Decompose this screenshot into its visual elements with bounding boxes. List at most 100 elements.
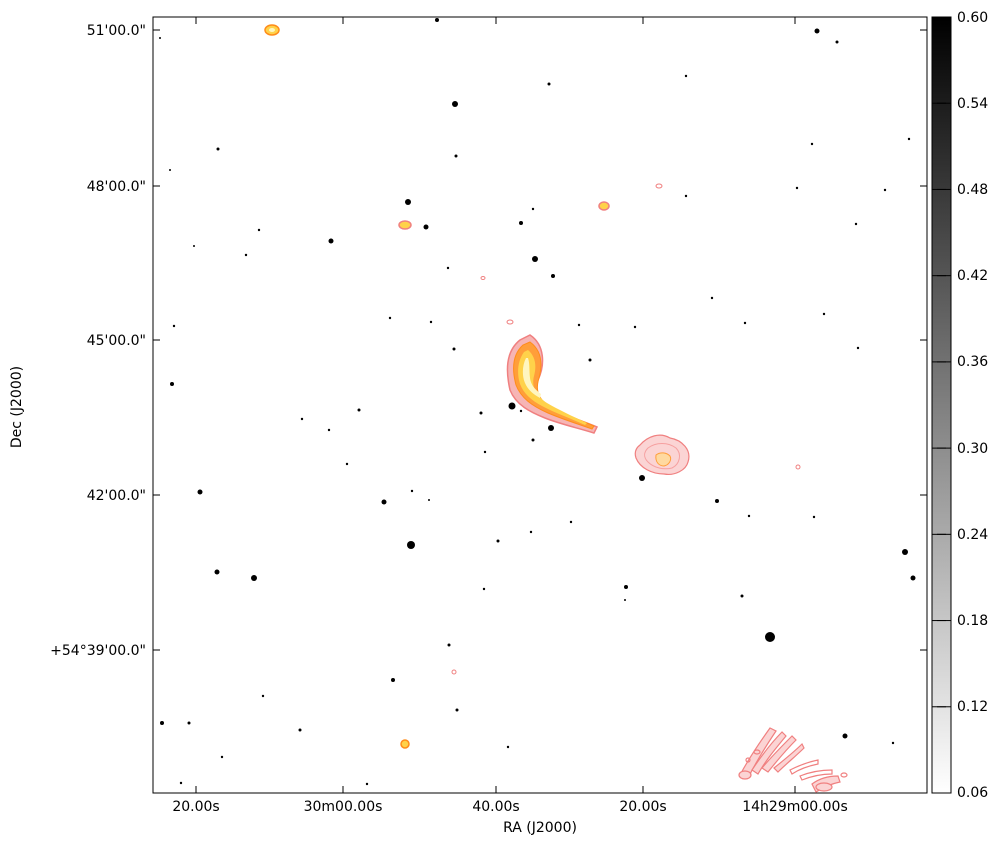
star (842, 733, 848, 739)
compact-source-mid-left (398, 220, 412, 230)
star (588, 358, 592, 362)
star (327, 428, 331, 432)
star (710, 296, 714, 300)
star (715, 499, 719, 503)
star (452, 347, 456, 351)
star (891, 741, 895, 745)
compact-source-top-left (264, 24, 280, 36)
star (454, 154, 458, 158)
star (506, 745, 510, 749)
star (547, 82, 551, 86)
ra-tick-label: 20.00s (172, 799, 219, 815)
dec-tick-label: 51'00.0" (87, 23, 146, 39)
star (531, 207, 535, 211)
star (496, 539, 500, 543)
star (624, 585, 628, 589)
colorbar-tick-label: 0.36 (957, 354, 988, 370)
star (577, 323, 581, 327)
star (455, 708, 459, 712)
star (357, 408, 361, 412)
star (883, 188, 887, 192)
star (519, 221, 523, 225)
colorbar-tick-label: 0.12 (957, 699, 988, 715)
dec-tick-label: 45'00.0" (87, 333, 146, 349)
image-panel (152, 16, 928, 794)
colorbar-tick-label: 0.24 (957, 527, 988, 543)
colorbar: 0.60 0.54 0.48 0.42 0.36 0.30 0.24 0.18 … (931, 10, 988, 801)
stars-layer (159, 18, 916, 786)
star (388, 316, 392, 320)
star (531, 438, 535, 442)
colorbar-ticks (932, 16, 951, 794)
tailed-radio-galaxy (480, 276, 599, 434)
star (532, 256, 538, 262)
star (684, 74, 688, 78)
colorbar-tick-label: 0.60 (957, 10, 988, 26)
dec-tick-labels: 51'00.0" 48'00.0" 45'00.0" 42'00.0" +54°… (50, 23, 146, 659)
colorbar-tick-label: 0.30 (957, 441, 988, 457)
colorbar-tick-label: 0.54 (957, 96, 988, 112)
star (220, 755, 224, 759)
colorbar-tick-labels: 0.60 0.54 0.48 0.42 0.36 0.30 0.24 0.18 … (957, 10, 988, 801)
star (187, 721, 191, 725)
star (365, 782, 369, 786)
star (765, 632, 775, 642)
star (407, 541, 415, 549)
star (179, 781, 183, 785)
star (812, 515, 816, 519)
star (854, 222, 858, 226)
star (172, 324, 176, 328)
star (519, 409, 523, 413)
star (447, 643, 451, 647)
compact-source-upper-right (598, 183, 663, 211)
star (428, 499, 430, 501)
star (551, 274, 555, 278)
star (910, 575, 916, 581)
star (429, 320, 433, 324)
frame-ticks (153, 17, 927, 793)
ra-tick-label: 20.00s (619, 799, 666, 815)
star (381, 499, 387, 505)
star (391, 678, 395, 682)
ra-tick-labels: 20.00s 30m00.00s 40.00s 20.00s 14h29m00.… (172, 799, 847, 815)
star (214, 569, 220, 575)
colorbar-tick-label: 0.48 (957, 182, 988, 198)
star (410, 489, 414, 493)
star (508, 402, 516, 410)
star (216, 147, 220, 151)
star (159, 37, 161, 39)
ra-tick-label: 14h29m00.00s (742, 799, 848, 815)
star (747, 514, 751, 518)
star (251, 575, 257, 581)
star (244, 253, 248, 257)
star (452, 101, 458, 107)
star (684, 194, 688, 198)
star (624, 599, 626, 601)
star (405, 199, 411, 205)
ra-tick-label: 40.00s (472, 799, 519, 815)
star (170, 382, 174, 386)
star (569, 520, 573, 524)
star (814, 28, 820, 34)
dec-tick-label: 42'00.0" (87, 488, 146, 504)
colorbar-tick-label: 0.06 (957, 785, 988, 801)
star (298, 728, 302, 732)
star (261, 694, 265, 698)
star (169, 169, 171, 171)
x-axis-label: RA (J2000) (503, 820, 577, 836)
star (482, 587, 486, 591)
star (193, 245, 195, 247)
star (548, 425, 554, 431)
star (907, 137, 911, 141)
star (300, 417, 304, 421)
colorbar-tick-label: 0.18 (957, 613, 988, 629)
diffuse-radio-source (634, 434, 801, 475)
star (328, 238, 334, 244)
star (483, 450, 487, 454)
colorbar-tick-label: 0.42 (957, 268, 988, 284)
dec-tick-label: 48'00.0" (87, 179, 146, 195)
star (633, 325, 637, 329)
star (795, 186, 799, 190)
radio-contours (264, 24, 848, 793)
